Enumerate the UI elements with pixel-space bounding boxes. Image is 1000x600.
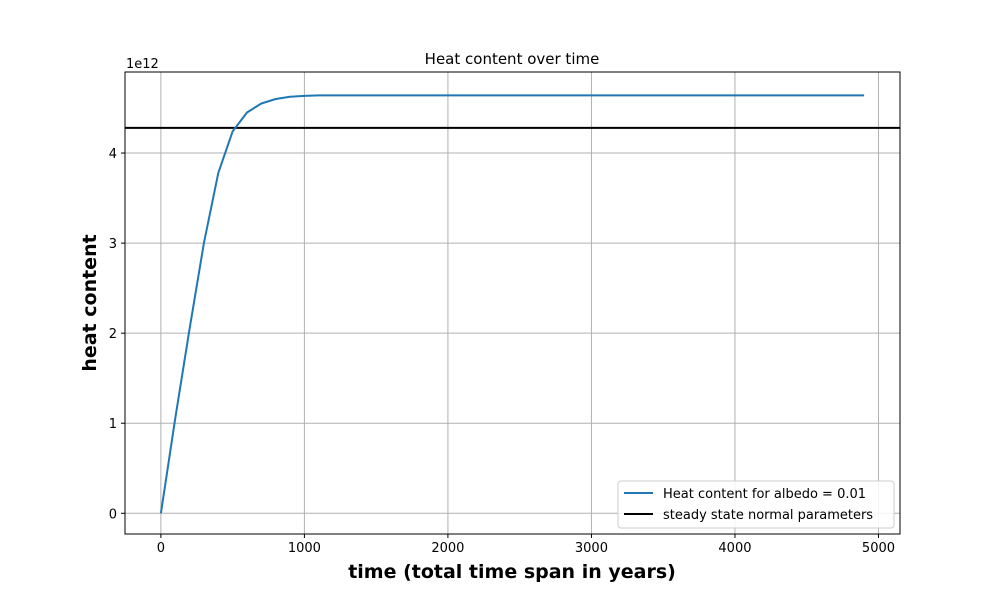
y-tick-label: 1 [109,417,117,432]
y-tick-label: 2 [109,327,117,342]
x-tick-label: 4000 [718,541,751,556]
heat-content-series-line [159,94,865,514]
x-tick-label: 2000 [431,541,464,556]
x-tick-label: 1000 [288,541,321,556]
ticks: 0 1000 2000 3000 4000 5000 0 1 2 3 4 [109,147,895,556]
y-offset-label: 1e12 [126,57,159,72]
y-axis-label: heat content [79,234,101,371]
legend-label-steady-state: steady state normal parameters [663,508,873,523]
y-tick-label: 3 [109,237,117,252]
x-tick-label: 3000 [575,541,608,556]
y-tick-label: 4 [109,147,117,162]
x-tick-label: 5000 [862,541,895,556]
plot-lines [125,94,900,514]
plot-frame [124,71,901,535]
legend-box [617,480,895,529]
y-tick-label: 0 [109,507,117,522]
chart-title: Heat content over time [425,50,600,68]
x-tick-label: 0 [157,541,165,556]
legend: Heat content for albedo = 0.01 steady st… [617,480,895,529]
legend-label-heat-content: Heat content for albedo = 0.01 [663,487,866,502]
x-axis-label: time (total time span in years) [348,561,676,583]
